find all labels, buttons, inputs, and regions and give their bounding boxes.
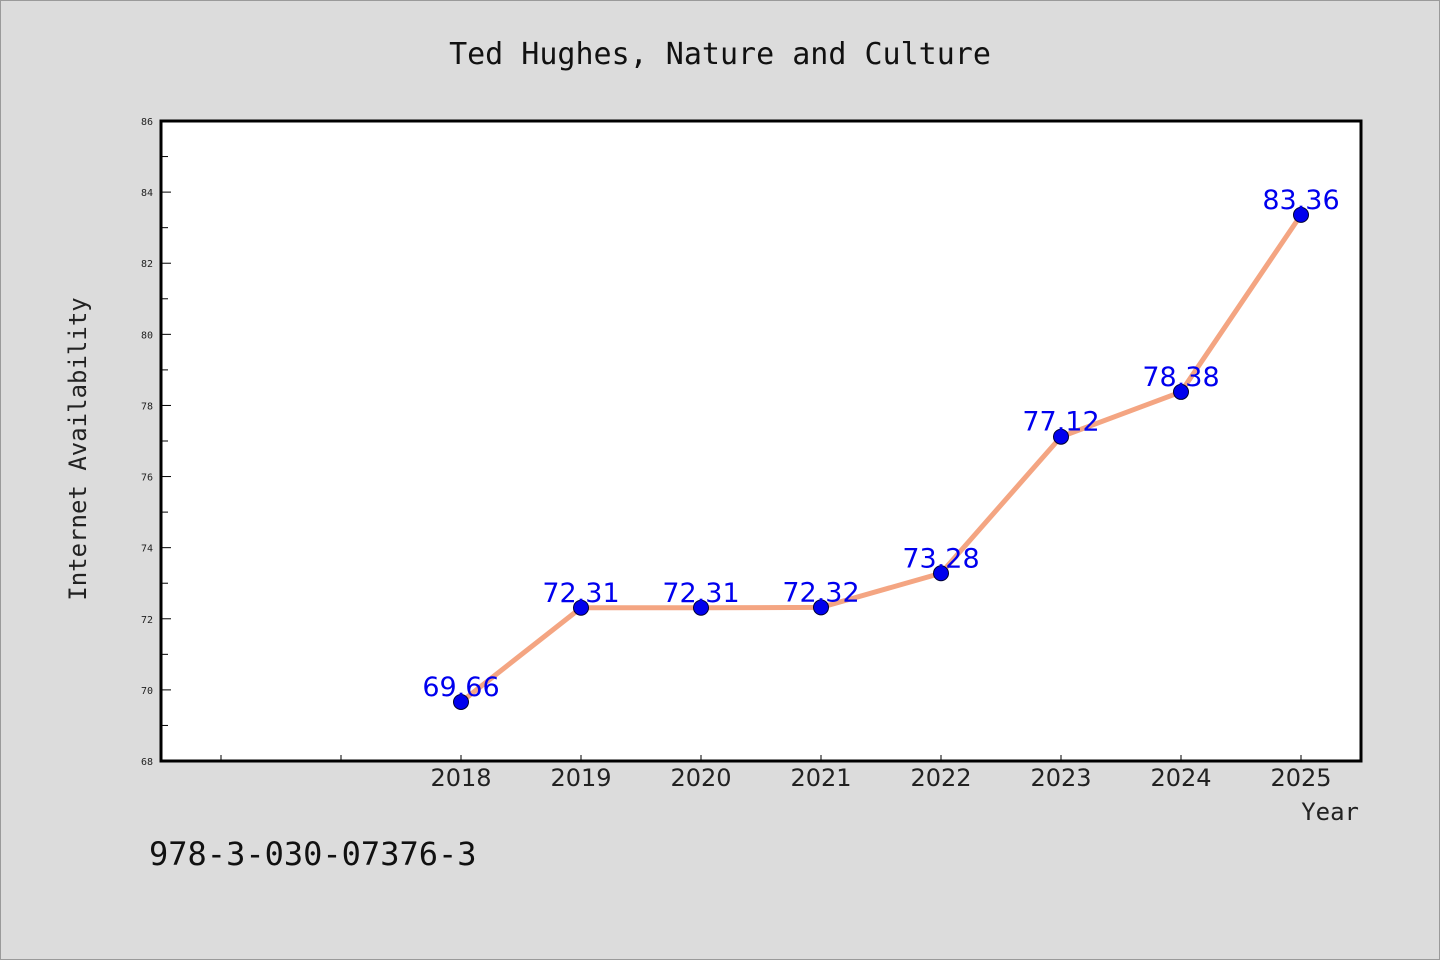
y-tick-label: 80: [141, 330, 153, 341]
y-axis-ticks: 68 70 72 74 76 78 80 82 84 86: [141, 117, 171, 768]
data-point: [933, 565, 949, 582]
y-axis-label: Internet Availability: [64, 297, 92, 600]
x-tick-label: 2020: [670, 764, 731, 792]
x-tick-label: 2018: [430, 764, 491, 792]
series-line: [458, 212, 1304, 705]
x-tick-label: 2023: [1030, 764, 1091, 792]
data-label: 78.38: [1142, 362, 1219, 393]
isbn-text: 978-3-030-07376-3: [149, 835, 477, 873]
data-label: 83.36: [1262, 185, 1339, 216]
chart-title: Ted Hughes, Nature and Culture: [449, 37, 991, 72]
data-label: 72.31: [542, 578, 619, 609]
x-tick-label: 2021: [790, 764, 851, 792]
y-tick-label: 78: [141, 401, 153, 412]
y-tick-label: 74: [141, 544, 153, 555]
x-tick-label: 2024: [1150, 764, 1211, 792]
x-tick-label: 2022: [910, 764, 971, 792]
x-axis-label: Year: [1301, 798, 1359, 826]
y-tick-label: 72: [141, 615, 153, 626]
y-tick-label: 70: [141, 686, 153, 697]
data-point: [1173, 383, 1189, 400]
data-point: [453, 693, 469, 710]
data-label: 77.12: [1022, 407, 1099, 438]
data-point: [813, 599, 829, 616]
y-tick-label: 82: [141, 259, 153, 270]
data-label: 73.28: [902, 543, 979, 574]
data-point: [573, 599, 589, 616]
y-tick-label: 84: [141, 188, 153, 199]
data-label: 69.66: [422, 672, 499, 703]
data-label: 72.32: [782, 577, 859, 608]
data-label: 72.31: [662, 578, 739, 609]
y-tick-label: 86: [141, 117, 153, 128]
y-tick-label: 68: [141, 757, 153, 768]
x-axis-ticks: 2018 2019 2020 2021 2022 2023 2024 2025: [220, 755, 1332, 792]
y-tick-label: 76: [141, 473, 153, 484]
x-tick-label: 2025: [1270, 764, 1331, 792]
data-point: [1053, 428, 1069, 445]
data-point: [1293, 206, 1309, 223]
series-group: 69.66 72.31 72.31 72.32 73.28 77.12 78.38 83.36: [422, 185, 1340, 710]
data-point: [693, 599, 709, 616]
plot-area: [159, 119, 1363, 763]
x-tick-label: 2019: [550, 764, 611, 792]
